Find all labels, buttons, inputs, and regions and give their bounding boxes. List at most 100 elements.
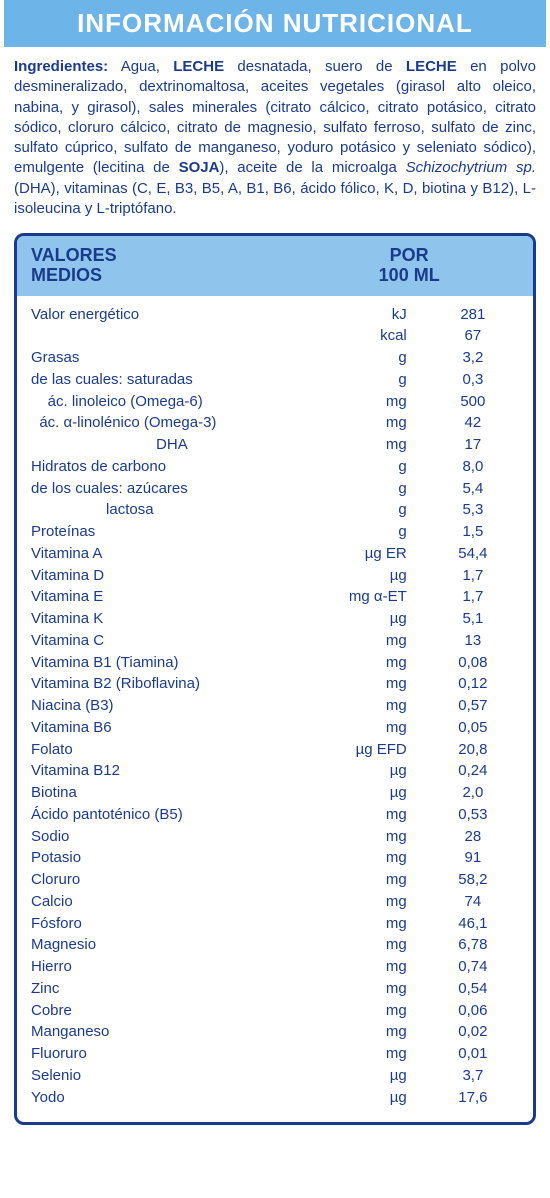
nutrition-table: VALORES MEDIOS POR 100 ML Valor energéti… [14,233,536,1125]
nutrient-value: 0,05 [417,717,529,739]
nutrient-name: Cloruro [31,869,299,891]
nutrient-value: 5,4 [417,478,529,500]
nutrient-value: 3,7 [417,1065,529,1087]
table-row: Vitamina Emg α-ET1,7 [31,586,519,608]
nutrient-unit: mg α-ET [299,586,416,608]
nutrient-unit: µg [299,565,416,587]
table-row: Cobremg0,06 [31,1000,519,1022]
nutrient-unit: mg [299,1021,416,1043]
table-row: Magnesiomg6,78 [31,934,519,956]
nutrient-value: 8,0 [417,456,529,478]
nutrient-value: 91 [417,847,529,869]
nutrient-value: 67 [417,325,529,347]
nutrient-unit: g [299,369,416,391]
nutrient-name: ác. α-linolénico (Omega-3) [31,412,299,434]
nutrition-panel: INFORMACIÓN NUTRICIONAL Ingredientes: Ag… [0,0,550,1125]
nutrient-name: Zinc [31,978,299,1000]
table-row: Vitamina B6mg0,05 [31,717,519,739]
nutrient-unit: mg [299,826,416,848]
nutrient-value: 17 [417,434,529,456]
table-row: Vitamina B2 (Riboflavina)mg0,12 [31,673,519,695]
table-row: Hierromg0,74 [31,956,519,978]
table-row: Manganesomg0,02 [31,1021,519,1043]
header-left: VALORES MEDIOS [31,246,299,286]
nutrient-value: 281 [417,304,529,326]
nutrient-unit: mg [299,1000,416,1022]
nutrient-name: Potasio [31,847,299,869]
nutrient-name: lactosa [31,499,299,521]
header-right-2: 100 ML [379,265,440,285]
nutrient-name: Fósforo [31,913,299,935]
nutrient-unit: mg [299,673,416,695]
nutrient-name: Manganeso [31,1021,299,1043]
nutrient-name: Hidratos de carbono [31,456,299,478]
table-header: VALORES MEDIOS POR 100 ML [17,236,533,296]
nutrient-unit: mg [299,847,416,869]
nutrient-name: de los cuales: azúcares [31,478,299,500]
table-body: Valor energéticokJ281kcal67Grasasg3,2de … [17,296,533,1123]
nutrient-value: 0,12 [417,673,529,695]
nutrient-unit: µg EFD [299,739,416,761]
table-row: Cloruromg58,2 [31,869,519,891]
nutrient-unit: mg [299,717,416,739]
nutrient-unit: mg [299,652,416,674]
header-right-1: POR [390,245,429,265]
table-row: Fósforomg46,1 [31,913,519,935]
nutrient-name: Biotina [31,782,299,804]
nutrient-value: 1,7 [417,586,529,608]
nutrient-name: Vitamina B12 [31,760,299,782]
nutrient-name: Magnesio [31,934,299,956]
nutrient-value: 0,3 [417,369,529,391]
header-left-1: VALORES [31,245,117,265]
nutrient-unit: kJ [299,304,416,326]
nutrient-value: 20,8 [417,739,529,761]
table-row: lactosag5,3 [31,499,519,521]
table-row: Niacina (B3)mg0,57 [31,695,519,717]
nutrient-value: 54,4 [417,543,529,565]
header-left-2: MEDIOS [31,265,102,285]
nutrient-name: Cobre [31,1000,299,1022]
table-row: Vitamina B12µg0,24 [31,760,519,782]
nutrient-value: 0,01 [417,1043,529,1065]
nutrient-unit: mg [299,934,416,956]
nutrient-name: Vitamina B6 [31,717,299,739]
table-row: de los cuales: azúcaresg5,4 [31,478,519,500]
nutrient-value: 0,53 [417,804,529,826]
nutrient-name: Vitamina A [31,543,299,565]
nutrient-value: 0,24 [417,760,529,782]
table-row: Yodoµg17,6 [31,1087,519,1109]
nutrient-name: Proteínas [31,521,299,543]
nutrient-unit: mg [299,412,416,434]
nutrient-name: Sodio [31,826,299,848]
nutrient-name: ác. linoleico (Omega-6) [31,391,299,413]
nutrient-value: 0,02 [417,1021,529,1043]
nutrient-value: 74 [417,891,529,913]
nutrient-name: Fluoruro [31,1043,299,1065]
nutrient-value: 28 [417,826,529,848]
ingredients-block: Ingredientes: Agua, LECHE desnatada, sue… [0,47,550,233]
nutrient-unit: mg [299,956,416,978]
table-row: Vitamina Kµg5,1 [31,608,519,630]
table-row: Valor energéticokJ281 [31,304,519,326]
table-row: ác. linoleico (Omega-6)mg500 [31,391,519,413]
nutrient-name: Vitamina B1 (Tiamina) [31,652,299,674]
nutrient-unit: mg [299,978,416,1000]
table-row: Zincmg0,54 [31,978,519,1000]
nutrient-unit: g [299,347,416,369]
nutrient-unit: mg [299,891,416,913]
nutrient-value: 0,08 [417,652,529,674]
nutrient-unit: µg [299,760,416,782]
nutrient-unit: µg ER [299,543,416,565]
nutrient-name: de las cuales: saturadas [31,369,299,391]
table-row: Potasiomg91 [31,847,519,869]
table-row: Hidratos de carbonog8,0 [31,456,519,478]
nutrient-unit: µg [299,608,416,630]
table-row: de las cuales: saturadasg0,3 [31,369,519,391]
table-row: Vitamina Dµg1,7 [31,565,519,587]
nutrient-value: 46,1 [417,913,529,935]
nutrient-value: 5,1 [417,608,529,630]
nutrient-value: 2,0 [417,782,529,804]
table-row: Selenioµg3,7 [31,1065,519,1087]
nutrient-value: 6,78 [417,934,529,956]
table-row: Proteínasg1,5 [31,521,519,543]
